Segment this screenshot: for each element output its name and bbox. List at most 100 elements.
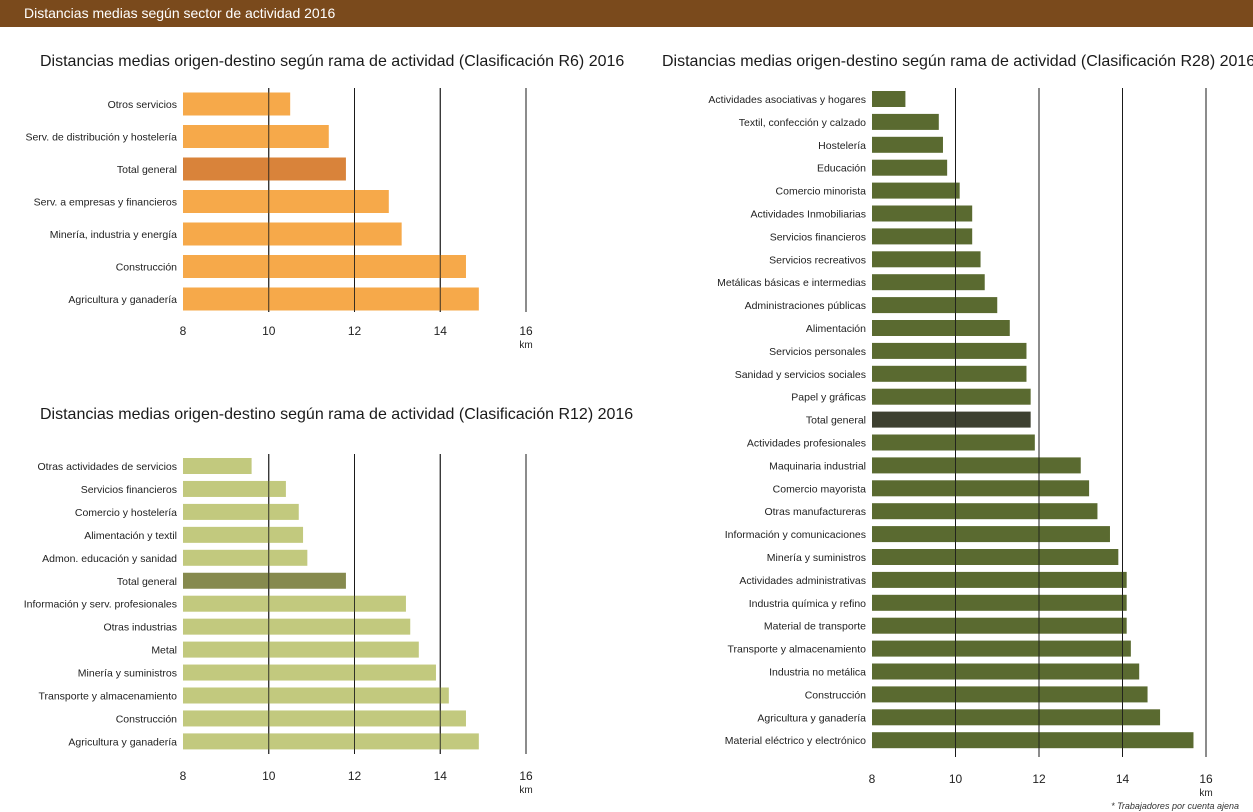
r28-bar xyxy=(872,571,1127,588)
r28-bar xyxy=(872,113,939,130)
r6-bar xyxy=(183,190,389,213)
r28-category-label: Papel y gráficas xyxy=(791,392,866,404)
r28-category-label: Actividades asociativas y hogares xyxy=(708,94,866,106)
r28-bar xyxy=(872,594,1127,611)
r12-category-label: Construcción xyxy=(116,713,177,725)
r28-bar xyxy=(872,297,998,314)
r12-bar xyxy=(183,595,406,612)
r28-bar xyxy=(872,251,981,268)
r28-bar xyxy=(872,411,1031,428)
r6-bar xyxy=(183,287,479,311)
r28-bar xyxy=(872,182,960,199)
r28-category-label: Sanidad y servicios sociales xyxy=(735,369,866,381)
r6-tick-label: 16 xyxy=(519,324,533,338)
r6-tick-label: 14 xyxy=(434,324,448,338)
r28-tick-label: 8 xyxy=(869,772,876,786)
r28-category-label: Comercio minorista xyxy=(776,186,867,198)
r12-category-label: Alimentación y textil xyxy=(84,530,177,542)
r6-category-label: Construcción xyxy=(116,262,177,274)
chart-r12: Otras actividades de servicios Servicios … xyxy=(24,454,533,796)
r28-bar xyxy=(872,617,1127,634)
r28-bar xyxy=(872,91,906,107)
r28-bar xyxy=(872,732,1194,749)
r28-bar xyxy=(872,663,1140,680)
r28-bar xyxy=(872,503,1098,520)
r28-category-label: Transporte y almacenamiento xyxy=(727,644,866,656)
r28-category-label: Información y comunicaciones xyxy=(725,529,866,541)
r6-category-label: Serv. a empresas y financieros xyxy=(34,197,177,209)
r28-category-label: Administraciones públicas xyxy=(745,300,866,312)
r12-category-label: Transporte y almacenamiento xyxy=(38,691,177,703)
r6-category-label: Otros servicios xyxy=(108,99,177,111)
r28-category-label: Actividades administrativas xyxy=(739,575,866,587)
r12-bar xyxy=(183,503,299,520)
r28-axis-unit: km xyxy=(1199,788,1212,799)
r28-bar xyxy=(872,320,1010,336)
r12-tick-label: 14 xyxy=(434,769,448,783)
chart-r6: Otros servicios Serv. de distribución y h… xyxy=(25,88,533,351)
footnote: * Trabajadores por cuenta ajena xyxy=(1111,801,1239,811)
r28-category-label: Industria química y refino xyxy=(749,598,866,610)
r6-tick-label: 12 xyxy=(348,324,362,338)
r12-bar xyxy=(183,572,346,589)
r28-category-label: Textil, confección y calzado xyxy=(739,117,866,129)
r28-bar xyxy=(872,388,1031,405)
r28-category-label: Minería y suministros xyxy=(767,552,866,564)
r6-category-label: Total general xyxy=(117,164,177,176)
r12-axis-unit: km xyxy=(519,785,532,796)
r28-bar xyxy=(872,159,948,176)
r28-bar xyxy=(872,136,943,153)
chart-r6-title: Distancias medias origen-destino según r… xyxy=(40,53,625,70)
r28-category-label: Alimentación xyxy=(806,323,866,335)
r28-bar xyxy=(872,342,1027,359)
r28-category-label: Servicios personales xyxy=(769,346,866,358)
r28-category-label: Material de transporte xyxy=(764,621,866,633)
r6-tick-label: 8 xyxy=(180,324,187,338)
r12-bar xyxy=(183,458,252,474)
r12-category-label: Metal xyxy=(151,645,177,657)
r28-category-label: Agricultura y ganadería xyxy=(757,712,866,724)
r12-tick-label: 10 xyxy=(262,769,276,783)
r28-tick-label: 10 xyxy=(949,772,963,786)
r28-category-label: Otras manufactureras xyxy=(764,506,866,518)
r12-bar xyxy=(183,733,479,750)
r12-category-label: Admon. educación y sanidad xyxy=(42,553,177,565)
r6-category-label: Minería, industria y energía xyxy=(50,229,177,241)
r12-bar xyxy=(183,710,466,727)
r6-category-label: Serv. de distribución y hostelería xyxy=(25,132,177,144)
r28-category-label: Maquinaria industrial xyxy=(769,460,866,472)
r28-tick-label: 12 xyxy=(1032,772,1046,786)
r28-tick-label: 16 xyxy=(1199,772,1213,786)
r28-bar xyxy=(872,686,1148,703)
r12-bar xyxy=(183,641,419,658)
r28-bar xyxy=(872,457,1081,474)
header-bar: Distancias medias según sector de activi… xyxy=(0,0,1253,27)
r28-bar xyxy=(872,549,1119,565)
r6-tick-label: 10 xyxy=(262,324,276,338)
r28-bar xyxy=(872,205,973,222)
r28-bar xyxy=(872,274,985,291)
r12-bar xyxy=(183,618,411,635)
r12-category-label: Otras industrias xyxy=(103,622,177,634)
r6-bar xyxy=(183,255,466,278)
r12-tick-label: 12 xyxy=(348,769,362,783)
r6-bar xyxy=(183,222,402,246)
r28-bar xyxy=(872,709,1161,726)
r28-category-label: Actividades Inmobiliarias xyxy=(750,209,866,221)
r12-category-label: Otras actividades de servicios xyxy=(38,461,177,473)
r12-tick-label: 16 xyxy=(519,769,533,783)
r28-category-label: Actividades profesionales xyxy=(747,438,866,450)
r28-category-label: Industria no metálica xyxy=(769,667,866,679)
r28-category-label: Construcción xyxy=(805,689,866,701)
r6-axis-unit: km xyxy=(519,340,532,351)
r28-tick-label: 14 xyxy=(1116,772,1130,786)
r28-category-label: Comercio mayorista xyxy=(773,483,867,495)
r12-bar xyxy=(183,549,308,566)
r6-bar xyxy=(183,125,329,148)
r28-category-label: Servicios financieros xyxy=(770,231,866,243)
r28-category-label: Metálicas básicas e intermedias xyxy=(717,277,866,289)
r12-category-label: Minería y suministros xyxy=(78,668,177,680)
r12-bar xyxy=(183,526,304,543)
r28-bar xyxy=(872,480,1090,497)
r12-category-label: Agricultura y ganadería xyxy=(68,736,177,748)
